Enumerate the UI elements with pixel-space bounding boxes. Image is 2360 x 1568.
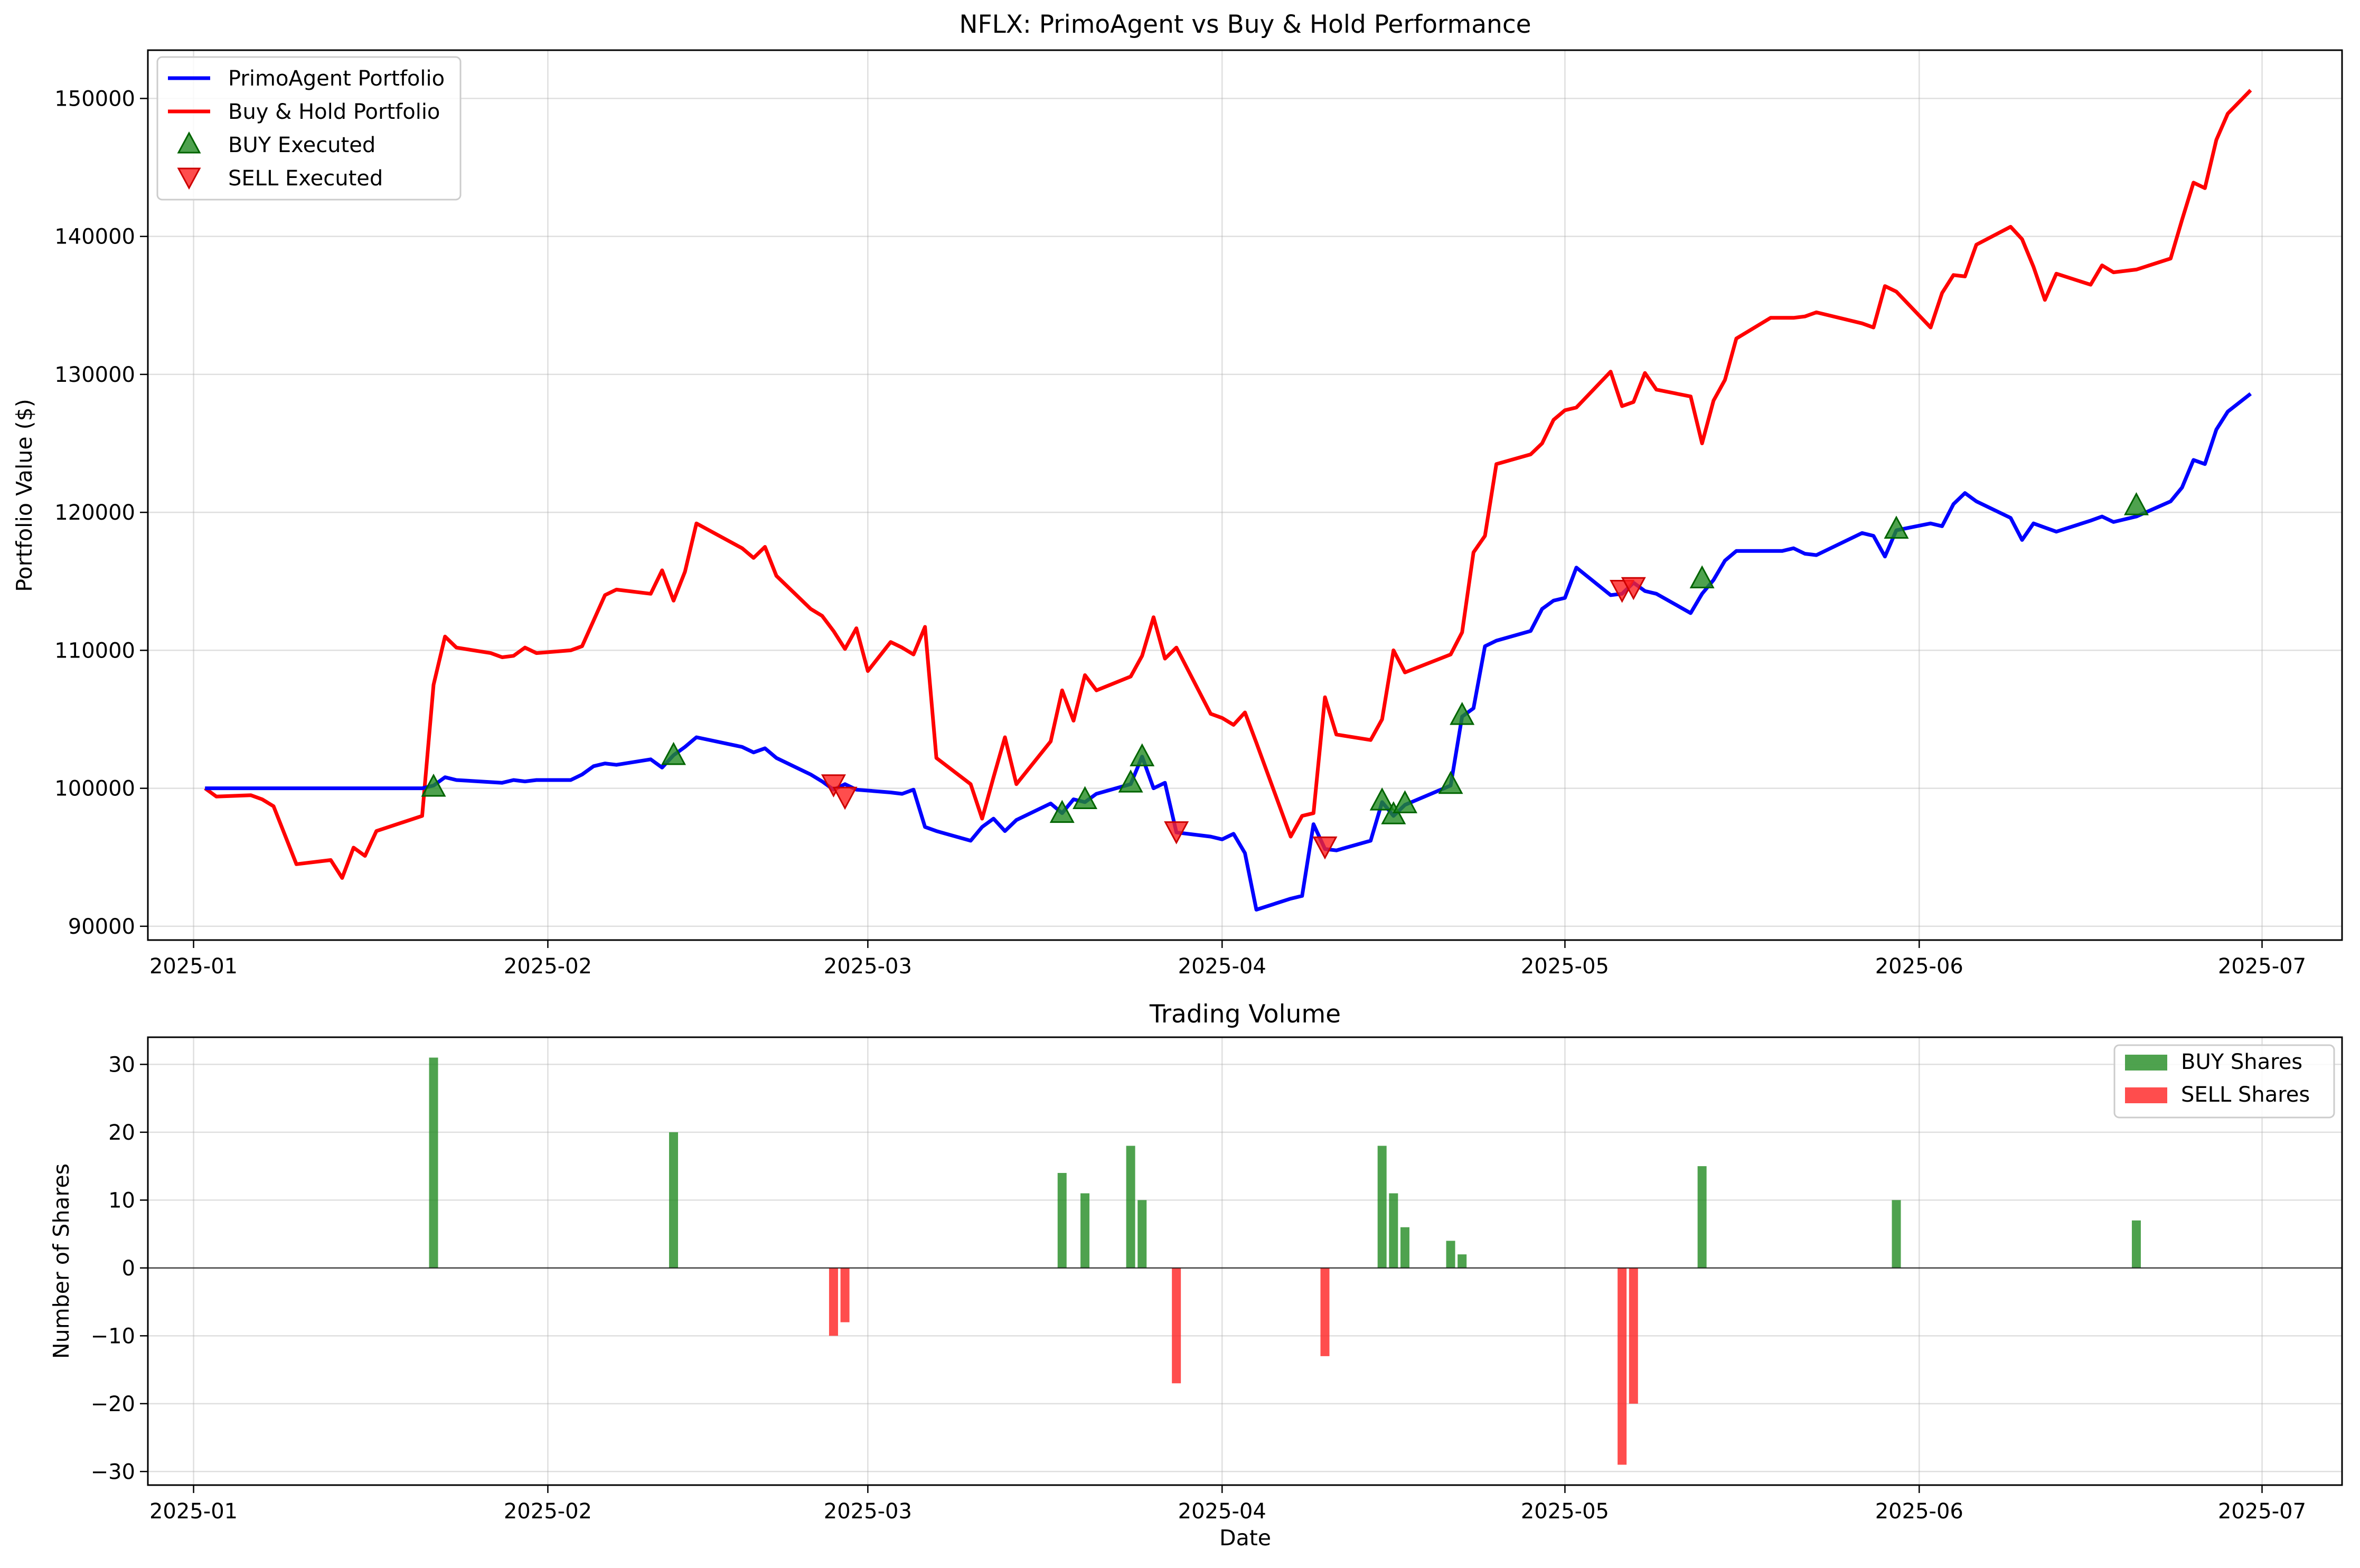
portfolio-y-tick-label: 130000 (54, 363, 135, 387)
portfolio-x-tick-label: 2025-05 (1521, 954, 1609, 979)
buy-shares-bar (1057, 1172, 1067, 1268)
buy-executed-marker (1049, 800, 1075, 823)
portfolio-chart-title: NFLX: PrimoAgent vs Buy & Hold Performan… (959, 10, 1531, 39)
buy-shares-bar (1400, 1227, 1409, 1268)
legend-buy-shares-swatch (2125, 1055, 2167, 1071)
legend-buy-executed-marker (177, 131, 201, 154)
volume-x-tick-label: 2025-02 (504, 1499, 592, 1524)
sell-shares-bar (1629, 1267, 1638, 1404)
buy-shares-bar (2131, 1220, 2141, 1268)
portfolio-y-tick-label: 100000 (54, 777, 135, 801)
portfolio-y-tick-label: 90000 (68, 915, 135, 939)
volume-y-tick-label: 10 (108, 1188, 135, 1213)
volume-chart-frame (147, 1036, 2343, 1486)
buy-executed-marker (1369, 787, 1395, 811)
buy-executed-marker (1073, 786, 1098, 810)
legend-sell-shares-swatch (2125, 1087, 2167, 1103)
buy-shares-bar (1458, 1254, 1467, 1268)
sell-shares-bar (829, 1267, 838, 1336)
buy-executed-marker (1450, 702, 1475, 725)
volume-chart-y-label: Number of Shares (49, 1163, 74, 1359)
legend-buy-shares-label: BUY Shares (2181, 1050, 2302, 1074)
buy-executed-marker (421, 773, 446, 797)
portfolio-x-tick-label: 2025-03 (824, 954, 912, 979)
sell-executed-marker (832, 786, 858, 810)
volume-x-tick-label: 2025-05 (1521, 1499, 1609, 1524)
buy-executed-marker (1884, 515, 1909, 539)
volume-y-tick-label: −20 (91, 1392, 135, 1416)
buy-executed-marker (661, 741, 686, 765)
volume-x-tick-label: 2025-04 (1178, 1499, 1266, 1524)
buy-executed-marker (1130, 743, 1155, 767)
legend-sell-executed-label: SELL Executed (228, 166, 383, 191)
portfolio-y-tick-label: 120000 (54, 501, 135, 525)
volume-chart: Trading Volume 2025-01 2025-02 2025-03 2025… (49, 1000, 2343, 1551)
buy-shares-bar (1446, 1241, 1455, 1268)
sell-executed-marker (1621, 577, 1646, 600)
buy-shares-bar (1126, 1146, 1135, 1268)
portfolio-chart-grid (148, 50, 2342, 940)
legend-buy-executed-label: BUY Executed (228, 133, 375, 157)
portfolio-chart-trade-markers (421, 492, 2149, 860)
buy-shares-bar (669, 1132, 678, 1268)
buy-executed-marker (1689, 565, 1715, 589)
portfolio-x-tick-label: 2025-07 (2218, 954, 2306, 979)
buy-executed-marker (2123, 492, 2149, 515)
volume-chart-title: Trading Volume (1149, 1000, 1341, 1029)
portfolio-chart-y-label: Portfolio Value ($) (12, 399, 37, 591)
sell-shares-bar (840, 1267, 850, 1322)
buy-shares-bar (429, 1057, 438, 1268)
buy-executed-marker (1118, 769, 1143, 793)
volume-chart-x-label: Date (1219, 1525, 1271, 1551)
portfolio-y-tick-label: 110000 (54, 639, 135, 663)
portfolio-y-tick-label: 150000 (54, 87, 135, 111)
sell-executed-marker (1312, 836, 1338, 860)
portfolio-x-tick-label: 2025-01 (149, 954, 238, 979)
portfolio-x-tick-label: 2025-04 (1178, 954, 1266, 979)
volume-x-tick-label: 2025-01 (149, 1499, 238, 1524)
portfolio-chart: NFLX: PrimoAgent vs Buy & Hold Performan… (12, 10, 2343, 979)
buy-shares-bar (1389, 1193, 1398, 1268)
volume-x-tick-label: 2025-06 (1875, 1499, 1963, 1524)
volume-chart-legend: BUY Shares SELL Shares (2113, 1044, 2335, 1119)
volume-x-tick-label: 2025-07 (2218, 1499, 2306, 1524)
volume-chart-y-axis: −30 −20 −10 0 10 20 30 (91, 1053, 148, 1484)
sell-executed-marker (821, 774, 846, 797)
portfolio-chart-x-axis: 2025-01 2025-02 2025-03 2025-04 2025-05 2025-… (149, 940, 2306, 979)
volume-chart-bars (429, 1057, 2141, 1465)
buy-hold-portfolio-line (204, 89, 2252, 880)
portfolio-x-tick-label: 2025-02 (504, 954, 592, 979)
buy-shares-bar (1892, 1200, 1901, 1268)
legend-sell-shares-label: SELL Shares (2181, 1083, 2310, 1107)
buy-shares-bar (1137, 1200, 1147, 1268)
volume-y-tick-label: −10 (91, 1324, 135, 1348)
buy-shares-bar (1080, 1193, 1090, 1268)
sell-executed-marker (1164, 821, 1189, 844)
sell-shares-bar (1618, 1267, 1627, 1465)
legend-buy-hold-label: Buy & Hold Portfolio (228, 100, 440, 124)
volume-y-tick-label: 0 (122, 1256, 135, 1281)
legend-primoagent-label: PrimoAgent Portfolio (228, 67, 445, 91)
volume-y-tick-label: −30 (91, 1460, 135, 1484)
volume-y-tick-label: 30 (108, 1053, 135, 1077)
volume-x-tick-label: 2025-03 (824, 1499, 912, 1524)
buy-shares-bar (1377, 1146, 1387, 1268)
legend-sell-executed-marker (177, 167, 201, 190)
portfolio-chart-y-axis: 90000 100000 110000 120000 130000 140000 15000… (54, 87, 148, 939)
portfolio-legend-box (156, 56, 462, 201)
buy-shares-bar (1697, 1166, 1707, 1268)
volume-y-tick-label: 20 (108, 1121, 135, 1145)
portfolio-x-tick-label: 2025-06 (1875, 954, 1963, 979)
volume-legend-box (2113, 1044, 2335, 1119)
sell-shares-bar (1172, 1267, 1181, 1384)
buy-executed-marker (1392, 790, 1417, 813)
portfolio-chart-legend: PrimoAgent Portfolio Buy & Hold Portfoli… (156, 56, 462, 201)
sell-shares-bar (1320, 1267, 1330, 1356)
portfolio-y-tick-label: 140000 (54, 225, 135, 249)
portfolio-chart-frame (147, 49, 2343, 941)
volume-chart-x-axis: 2025-01 2025-02 2025-03 2025-04 2025-05 2025-… (149, 1485, 2306, 1524)
buy-executed-marker (1438, 771, 1463, 794)
